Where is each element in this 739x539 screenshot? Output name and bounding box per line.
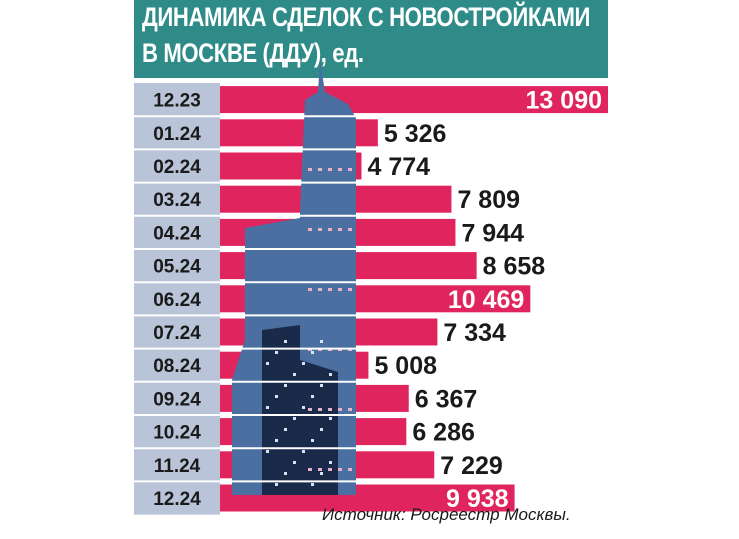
chart-title-unit: ед.: [332, 38, 364, 68]
window-light: [318, 408, 322, 411]
value-label: 7 334: [443, 319, 506, 347]
window-light: [329, 417, 332, 420]
value-label: 5 326: [384, 120, 447, 148]
window-light: [320, 340, 323, 343]
window-light: [275, 395, 278, 398]
category-label: 11.24: [154, 456, 201, 477]
window-light: [275, 351, 278, 354]
window-light: [320, 472, 323, 475]
window-light: [328, 468, 332, 471]
category-label: 09.24: [153, 389, 201, 410]
window-light: [318, 228, 322, 231]
category-label: 06.24: [153, 290, 201, 311]
value-label: 6 286: [412, 419, 475, 447]
window-light: [302, 450, 305, 453]
value-label: 7 809: [457, 186, 520, 214]
window-light: [311, 351, 314, 354]
window-light: [320, 384, 323, 387]
value-label: 8 658: [483, 253, 546, 281]
category-label: 05.24: [153, 257, 201, 278]
category-label: 08.24: [153, 356, 201, 377]
window-light: [308, 408, 312, 411]
bar: [220, 86, 608, 114]
window-light: [348, 468, 352, 471]
value-label: 7 944: [461, 219, 524, 247]
window-light: [266, 406, 269, 409]
value-label: 9 938: [446, 485, 509, 513]
category-label: 12.24: [153, 489, 201, 510]
window-light: [320, 428, 323, 431]
window-light: [348, 408, 352, 411]
category-label: 12.23: [153, 91, 201, 112]
category-label: 10.24: [153, 423, 201, 444]
window-light: [329, 461, 332, 464]
window-light: [284, 384, 287, 387]
window-light: [318, 288, 322, 291]
chart-title-line1: ДИНАМИКА СДЕЛОК С НОВОСТРОЙКАМИ: [142, 2, 591, 32]
window-light: [308, 168, 312, 171]
value-label: 10 469: [448, 286, 524, 314]
category-band: [134, 83, 220, 515]
window-light: [284, 428, 287, 431]
window-light: [308, 228, 312, 231]
window-light: [284, 472, 287, 475]
source-note: Источник: Росреестр Москвы.: [322, 505, 571, 524]
chart-title-line2-text: В МОСКВЕ (ДДУ),: [142, 38, 327, 68]
window-light: [293, 461, 296, 464]
window-light: [338, 228, 342, 231]
window-light: [348, 288, 352, 291]
building-front-icon: [262, 325, 300, 495]
window-light: [311, 483, 314, 486]
window-light: [284, 340, 287, 343]
window-light: [328, 168, 332, 171]
window-light: [311, 395, 314, 398]
value-label: 4 774: [368, 153, 431, 181]
skyscraper-illustration: [232, 60, 356, 495]
building-front-right-icon: [300, 360, 338, 495]
window-light: [302, 406, 305, 409]
category-label: 07.24: [153, 323, 201, 344]
window-light: [293, 373, 296, 376]
window-light: [348, 168, 352, 171]
window-light: [329, 373, 332, 376]
category-label: 02.24: [153, 157, 201, 178]
window-light: [293, 417, 296, 420]
window-light: [308, 288, 312, 291]
window-light: [266, 450, 269, 453]
window-light: [308, 468, 312, 471]
category-label: 01.24: [153, 124, 201, 145]
window-light: [338, 288, 342, 291]
window-light: [328, 408, 332, 411]
window-light: [328, 228, 332, 231]
window-light: [311, 439, 314, 442]
window-light: [318, 168, 322, 171]
value-label: 5 008: [374, 352, 437, 380]
value-label: 13 090: [526, 87, 602, 115]
window-light: [266, 362, 269, 365]
window-light: [275, 439, 278, 442]
window-light: [302, 362, 305, 365]
value-label: 7 229: [440, 452, 503, 480]
value-label: 6 367: [415, 385, 478, 413]
window-light: [338, 168, 342, 171]
window-light: [318, 468, 322, 471]
category-label: 04.24: [153, 223, 201, 244]
chart-title-banner: ДИНАМИКА СДЕЛОК С НОВОСТРОЙКАМИ В МОСКВЕ…: [134, 0, 608, 78]
window-light: [348, 228, 352, 231]
window-light: [275, 483, 278, 486]
chart-title-line2: В МОСКВЕ (ДДУ), ед.: [142, 38, 364, 69]
category-label: 03.24: [153, 190, 201, 211]
window-light: [338, 468, 342, 471]
window-light: [338, 408, 342, 411]
window-light: [328, 288, 332, 291]
